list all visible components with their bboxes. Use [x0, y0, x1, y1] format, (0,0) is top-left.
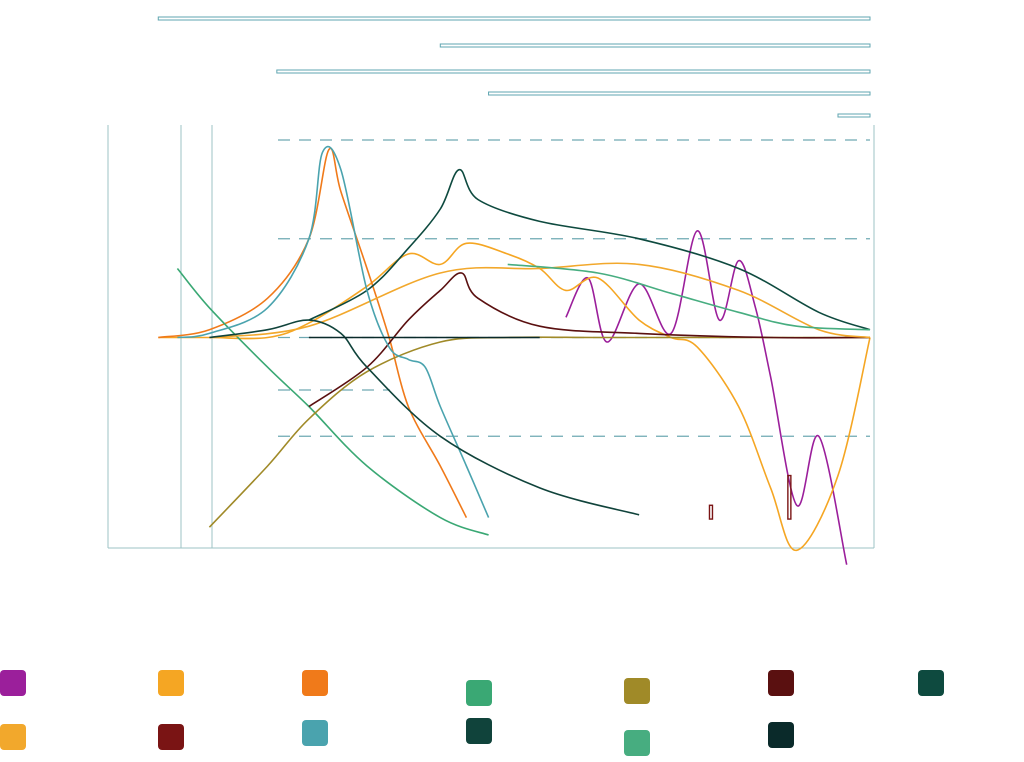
range-bars: TYPICAL OPERATING RANGE FOR OPTICAL TABL…: [157, 4, 948, 118]
y-tick-col3-4: 10: [250, 431, 262, 443]
legend-item: ACTIVE ISOLATION FEEDBACK: [624, 730, 742, 756]
legend-item: FLOOR VIBRATION SPECTRUM (PSD): [0, 670, 118, 696]
legend-swatch: [302, 720, 328, 746]
series-line-2: [158, 242, 871, 552]
series-line-10: [177, 145, 490, 518]
y-tick-col2-0: 100: [190, 138, 208, 150]
legend-label: RESONANT FREQUENCY OF ISOLATOR: [198, 722, 262, 751]
x-tick-4: 100: [861, 554, 879, 566]
y-tick-col1-0: 40dB: [148, 138, 174, 150]
series-line-5: [208, 336, 870, 528]
x-axis-label: FREQUENCY Hz: [516, 593, 625, 609]
y-tick-col3-2: 100: [244, 334, 262, 346]
y-tick-col3-1: 1000: [238, 235, 262, 247]
y-tick-right-4: 1.0E-07: [884, 530, 923, 542]
range-bar-label-4: SEISMIC ISOLATION: [671, 79, 768, 90]
y-tick-right-0: 1.0E-05: [884, 138, 923, 150]
y-tick-col3-3: 50: [250, 385, 262, 397]
legend-swatch: [0, 724, 26, 750]
range-bar-label-5: ACOUSTIC ISOLATION: [840, 101, 947, 112]
y-tick-col2-3: 0.1: [193, 431, 208, 443]
legend-label: FLOOR VIBRATION SPECTRUM (PSD): [40, 673, 113, 692]
legend-swatch: [0, 670, 26, 696]
range-bar-label-3: ACTIVE ISOLATION RANGE: [549, 57, 679, 68]
legend: FLOOR VIBRATION SPECTRUM (PSD) PASSIVE IS…: [0, 660, 1024, 762]
legend-label: ISOLATION BANDWIDTH: [808, 725, 857, 744]
y-tick-col3-0: 10,000: [228, 138, 262, 150]
legend-swatch: [158, 724, 184, 750]
legend-item: ISOLATION TO 1 Hz NATURAL FREQUENCY: [466, 678, 584, 708]
legend-item: FULL PLATFORM: [918, 670, 1024, 696]
legend-item: RESONANT FREQUENCY OF ISOLATOR: [158, 722, 276, 752]
y-axis-main-label: LEVEL: [70, 287, 108, 393]
legend-item: RESIDUAL VIBRATION: [624, 678, 742, 704]
y-tick-right-3: 1.0E-02: [884, 431, 923, 443]
y-tick-col1-3: -20dB: [145, 431, 174, 443]
legend-item: PASSIVE ISOLATOR TRANSMISSIBILITY: [158, 670, 276, 696]
legend-item: ISOLATION BANDWIDTH: [768, 722, 886, 748]
x-tick-0: 1.0: [202, 554, 217, 566]
legend-label: ISOLATOR WITH ACTIVE DAMPING: [342, 673, 411, 692]
legend-swatch: [918, 670, 944, 696]
legend-item: FLOOR VIBRATION LIMIT (VC-A): [768, 670, 886, 696]
legend-label: RESIDUAL VIBRATION: [664, 681, 707, 700]
y-tick-right-2: 1.0E-03: [884, 334, 923, 346]
legend-swatch: [158, 670, 184, 696]
series-lines: [158, 145, 871, 565]
y-tick-col2-1: 10: [196, 235, 208, 247]
legend-label: ISOLATED PLATFORM RESPONSE: [40, 722, 85, 751]
legend-swatch: [302, 670, 328, 696]
y-tick-col1-4: -40dB: [145, 530, 174, 542]
legend-swatch: [466, 718, 492, 744]
range-bar-3: [276, 69, 871, 74]
y-axis-right-label: ACCELERATION (RMS/dB): [972, 260, 987, 421]
series-line-7: [308, 168, 871, 331]
legend-swatch: [768, 670, 794, 696]
x-tick-1: 2.0: [301, 554, 316, 566]
y-tick-col3-5: 1.0: [247, 530, 262, 542]
legend-swatch: [624, 730, 650, 756]
range-bar-1: [157, 16, 871, 21]
chart: TYPICAL OPERATING RANGE FOR OPTICAL TABL…: [4, 4, 987, 609]
legend-label: ISOLATOR TRANSMISSIBILITY CURVE: [342, 718, 416, 747]
legend-item: ISOLATED PLATFORM RESPONSE: [0, 722, 118, 752]
y-tick-right-1: 1.0E-04: [884, 235, 923, 247]
x-tick-3: 50: [764, 554, 776, 566]
legend-label: ISOLATION TO 1 Hz NATURAL FREQUENCY: [506, 678, 580, 707]
range-bar-2: [439, 43, 871, 48]
legend-swatch: [768, 722, 794, 748]
legend-label: ACTIVE ISOLATION FEEDBACK: [664, 733, 738, 752]
y-tick-col2-2: 1: [202, 334, 208, 346]
legend-item: DAMPED SYSTEM: [466, 718, 584, 744]
series-line-3: [158, 147, 468, 518]
range-bar-label-1: TYPICAL OPERATING RANGE FOR OPTICAL TABL…: [405, 4, 704, 15]
series-line-8: [209, 262, 871, 339]
tick-labels: 40dB20dB0dB-20dB-40dB1001010.10.0110,000…: [145, 138, 923, 566]
y-axis-label-transmissibility: TRANSMISSIBILITY: [4, 280, 19, 400]
x-tick-2: 5: [437, 554, 443, 566]
series-resonant-marker-2: [787, 474, 792, 520]
y-tick-col1-1: 20dB: [148, 235, 174, 247]
y-tick-col2-4: 0.01: [187, 530, 208, 542]
legend-item: ISOLATOR TRANSMISSIBILITY CURVE: [302, 718, 420, 748]
series-resonant-marker-1: [708, 504, 714, 520]
legend-swatch: [624, 678, 650, 704]
legend-label: FLOOR VIBRATION LIMIT (VC-A): [808, 673, 881, 692]
legend-label: DAMPED SYSTEM: [506, 726, 576, 735]
range-bar-label-2: VIBRATION AFFECTING ELECTRONICS: [602, 31, 788, 42]
range-bar-4: [488, 91, 871, 96]
legend-swatch: [466, 680, 492, 706]
legend-item: ISOLATOR WITH ACTIVE DAMPING: [302, 670, 420, 696]
legend-label: FULL PLATFORM: [958, 678, 1023, 687]
y-axis-label-response: RESPONSE DISPLACEMENT TO AN INPUT PULSE,…: [33, 200, 45, 480]
legend-label: PASSIVE ISOLATOR TRANSMISSIBILITY: [198, 673, 274, 692]
series-line-12: [507, 263, 871, 331]
range-bar-5: [837, 113, 871, 118]
series-line-11: [209, 319, 640, 516]
series-line-1: [565, 230, 848, 565]
